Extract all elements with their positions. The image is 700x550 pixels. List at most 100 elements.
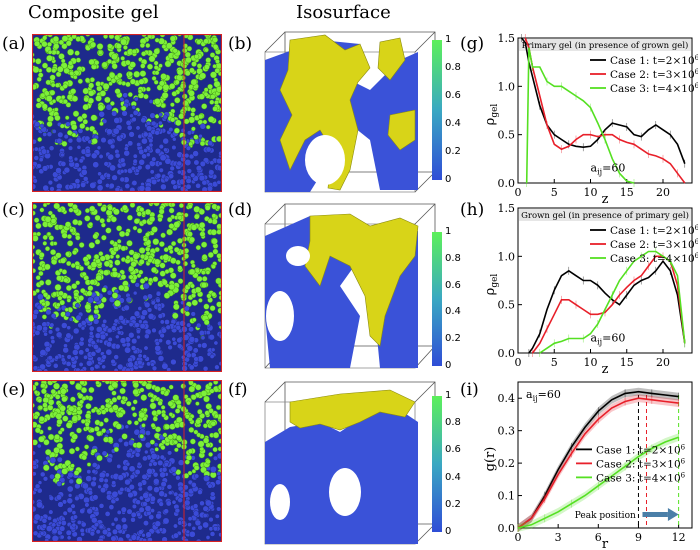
panel-label-h: (h) [460, 200, 485, 220]
colorbar-tick-label: 0.2 [445, 146, 461, 157]
x-axis-label: r [602, 537, 609, 550]
legend-entry: Case 3: t=4×106 [610, 252, 698, 265]
legend-entry: Case 2: t=3×106 [610, 238, 698, 251]
isosurface-d [264, 203, 436, 369]
x-tick-label: 10 [584, 186, 598, 199]
series-line [528, 259, 686, 354]
colorbar-tick-label: 0.2 [445, 333, 461, 345]
legend-entry: Case 3: t=4×106 [610, 82, 698, 95]
colorbar-tick-label: 0 [445, 360, 452, 371]
colorbar-tick-label: 0.4 [445, 306, 461, 318]
y-tick-label: 1.5 [498, 202, 516, 215]
panel-label-i: (i) [460, 380, 479, 400]
colorbar-tick-label: 0 [445, 526, 452, 537]
x-tick-label: 20 [656, 186, 670, 199]
y-tick-label: 0.3 [498, 425, 516, 438]
y-axis-label: g(r) [484, 447, 498, 472]
isosurface-b [264, 31, 436, 193]
colorbar-gradient [432, 232, 442, 366]
composite-gel-snapshot-a [32, 34, 222, 192]
y-tick-label: 1.0 [498, 80, 516, 93]
peak-position-label: Peak position [575, 511, 636, 521]
chart-title-box [519, 39, 691, 51]
x-tick-label: 5 [551, 186, 558, 199]
x-tick-label: 0 [515, 356, 522, 369]
colorbar-tick-label: 0.2 [445, 498, 461, 510]
legend-entry: Case 3: t=4×106 [596, 471, 686, 484]
series-band [518, 387, 679, 532]
series-line [524, 37, 686, 184]
y-tick-label: 1.5 [498, 32, 516, 45]
chart-primary-gel-density: 0 5 10 15 20 0.0 0.5 1.0 1.5 z ρgel Primary gel (in… [484, 32, 698, 205]
annotation-interaction-parameter: aij=60 [526, 388, 561, 403]
composite-gel-snapshot-c [32, 202, 222, 372]
isosurface-yellow-region [289, 389, 416, 431]
colorbar-tick-label: 0.4 [445, 471, 461, 483]
x-tick-label: 6 [595, 531, 602, 544]
chart-pair-correlation: 0 3 6 9 12 0.0 0.1 0.2 0.3 0.4 r g(r) Peak position C… [484, 381, 693, 550]
panel-label-d: (d) [228, 200, 253, 220]
colorbar-tick-label: 1 [445, 390, 452, 401]
y-tick-label: 0.0 [498, 522, 516, 535]
colorbar-tick-label: 1 [445, 226, 452, 237]
colorbar-tick-label: 1 [445, 34, 452, 45]
colorbar-tick-label: 0.6 [445, 90, 461, 101]
y-tick-label: 0.5 [498, 129, 516, 142]
y-tick-label: 0.1 [498, 490, 516, 503]
y-tick-label: 0.0 [498, 177, 516, 190]
colorbar-tick-label: 0.6 [445, 444, 461, 456]
isosurface-void [329, 468, 361, 516]
y-tick-label: 0.0 [498, 347, 516, 360]
x-tick-label: 20 [656, 356, 670, 369]
y-tick-label: 0.4 [498, 392, 516, 405]
isosurface-header: Isosurface [296, 2, 391, 23]
chart-title-box [519, 209, 691, 221]
peak-arrow-head [667, 508, 679, 521]
isosurface-void [266, 291, 294, 341]
isosurface-void [305, 135, 345, 185]
x-axis-label: z [602, 192, 609, 205]
legend-entry: Case 2: t=3×106 [596, 457, 686, 470]
colorbar-tick-label: 0 [445, 174, 452, 185]
legend-entry: Case 1: t=2×106 [610, 224, 698, 237]
y-axis-label: ρgel [484, 104, 500, 126]
x-tick-label: 10 [584, 356, 598, 369]
panel-label-b: (b) [228, 34, 253, 54]
panel-label-a: (a) [2, 34, 26, 54]
x-tick-label: 0 [515, 186, 522, 199]
x-tick-label: 12 [672, 531, 686, 544]
y-tick-label: 1.0 [498, 250, 516, 263]
colorbar-tick-label: 0.8 [445, 62, 461, 73]
colorbar-tick-label: 0.8 [445, 417, 461, 429]
legend-entry: Case 1: t=2×106 [610, 54, 698, 67]
isosurface-void [270, 484, 290, 520]
panel-label-e: (e) [2, 380, 26, 400]
y-tick-label: 0.5 [498, 299, 516, 312]
composite-gel-snapshot-e [32, 380, 222, 542]
colorbar-gradient [432, 40, 442, 180]
x-tick-label: 15 [620, 186, 634, 199]
colorbar-gradient [432, 396, 442, 532]
x-tick-label: 9 [635, 531, 642, 544]
isosurface-yellow-region [279, 34, 416, 191]
panel-label-f: (f) [228, 380, 248, 400]
isosurface-void [286, 246, 310, 266]
composite-gel-header: Composite gel [28, 2, 159, 23]
y-axis-label: ρgel [484, 274, 500, 296]
colorbar-tick-label: 0.4 [445, 118, 461, 129]
legend-entry: Case 1: t=2×106 [596, 443, 686, 456]
isosurface-yellow-region [304, 213, 419, 347]
isosurface-f [264, 381, 436, 545]
x-tick-label: 15 [620, 356, 634, 369]
series-line [531, 255, 686, 354]
x-tick-label: 5 [551, 356, 558, 369]
panel-label-c: (c) [2, 200, 25, 220]
x-tick-label: 3 [555, 531, 562, 544]
chart-grown-gel-density: 0 5 10 15 20 0.0 0.5 1.0 1.5 z ρgel Grown gel (in p… [484, 202, 698, 375]
x-axis-label: z [602, 362, 609, 375]
x-tick-label: 0 [515, 531, 522, 544]
y-tick-label: 0.2 [498, 457, 516, 470]
annotation-interaction-parameter: aij=60 [591, 331, 626, 346]
panel-label-g: (g) [460, 34, 485, 54]
colorbar-tick-label: 0.6 [445, 279, 461, 291]
